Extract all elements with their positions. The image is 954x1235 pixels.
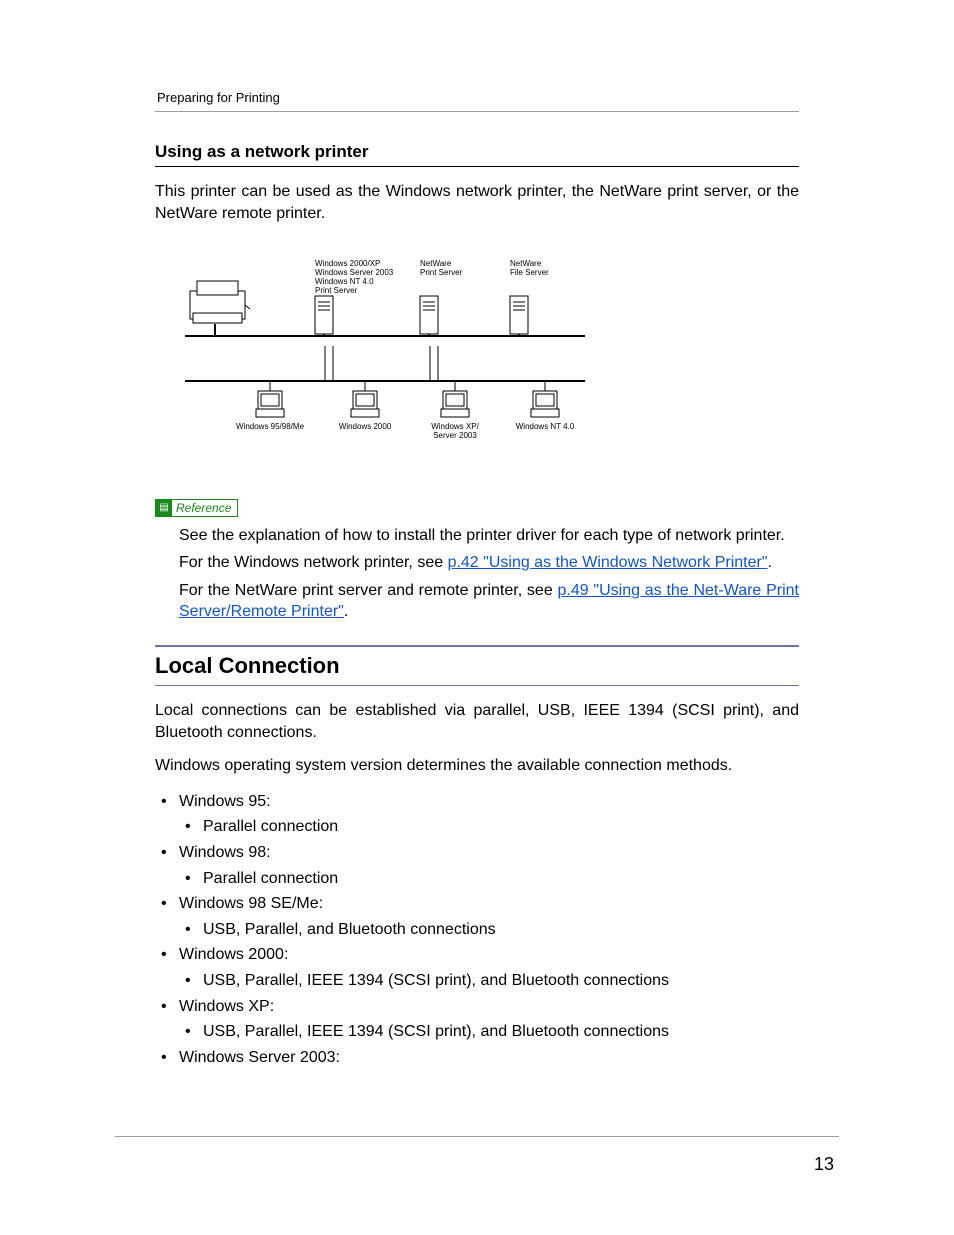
header-rule [155,111,799,112]
svg-text:Windows NT 4.0: Windows NT 4.0 [315,277,374,286]
reference-p2: For the Windows network printer, see p.4… [179,552,799,574]
os-list-item: Windows Server 2003: [155,1045,799,1071]
page-number: 13 [814,1154,834,1175]
section-rule-bottom [155,685,799,686]
reference-p1: See the explanation of how to install th… [179,525,799,547]
connection-method: USB, Parallel, IEEE 1394 (SCSI print), a… [179,968,799,994]
network-diagram: Windows 2000/XPWindows Server 2003Window… [165,236,605,481]
ref-p2-pre: For the Windows network printer, see [179,554,448,571]
reference-badge-label: Reference [176,501,231,515]
svg-text:Windows NT 4.0: Windows NT 4.0 [516,422,575,431]
reference-p3: For the NetWare print server and remote … [179,580,799,623]
svg-text:Windows 95/98/Me: Windows 95/98/Me [236,422,305,431]
os-list-item: Windows 98 SE/Me:USB, Parallel, and Blue… [155,891,799,942]
svg-text:File Server: File Server [510,268,549,277]
reference-block: See the explanation of how to install th… [155,525,799,623]
os-list-item: Windows 2000:USB, Parallel, IEEE 1394 (S… [155,942,799,993]
os-list: Windows 95:Parallel connectionWindows 98… [155,789,799,1071]
subsection-title: Using as a network printer [155,142,799,162]
svg-text:Print Server: Print Server [420,268,463,277]
connection-method: USB, Parallel, IEEE 1394 (SCSI print), a… [179,1019,799,1045]
ref-p3-pre: For the NetWare print server and remote … [179,582,558,599]
svg-text:NetWare: NetWare [420,259,452,268]
link-windows-network-printer[interactable]: p.42 "Using as the Windows Network Print… [448,554,768,571]
connection-method: Parallel connection [179,814,799,840]
svg-text:NetWare: NetWare [510,259,542,268]
connection-method: Parallel connection [179,866,799,892]
section-title: Local Connection [155,653,799,679]
svg-text:Server 2003: Server 2003 [433,431,477,440]
os-list-item: Windows 95:Parallel connection [155,789,799,840]
footer-rule [115,1136,839,1137]
svg-text:Windows 2000: Windows 2000 [339,422,392,431]
ref-p2-post: . [768,554,772,571]
reference-badge: ▤ Reference [155,499,238,517]
section-rule-top [155,645,799,647]
section-p1: Local connections can be established via… [155,700,799,743]
reference-icon: ▤ [156,500,172,516]
svg-text:Windows Server 2003: Windows Server 2003 [315,268,394,277]
section-p2: Windows operating system version determi… [155,755,799,777]
subsection-rule [155,166,799,167]
os-list-item: Windows XP:USB, Parallel, IEEE 1394 (SCS… [155,994,799,1045]
ref-p3-post: . [344,603,348,620]
svg-text:Windows 2000/XP: Windows 2000/XP [315,259,380,268]
subsection-intro: This printer can be used as the Windows … [155,181,799,224]
connection-method: USB, Parallel, and Bluetooth connections [179,917,799,943]
running-head: Preparing for Printing [155,90,799,105]
svg-text:Windows XP/: Windows XP/ [431,422,479,431]
svg-text:Print Server: Print Server [315,286,358,295]
os-list-item: Windows 98:Parallel connection [155,840,799,891]
